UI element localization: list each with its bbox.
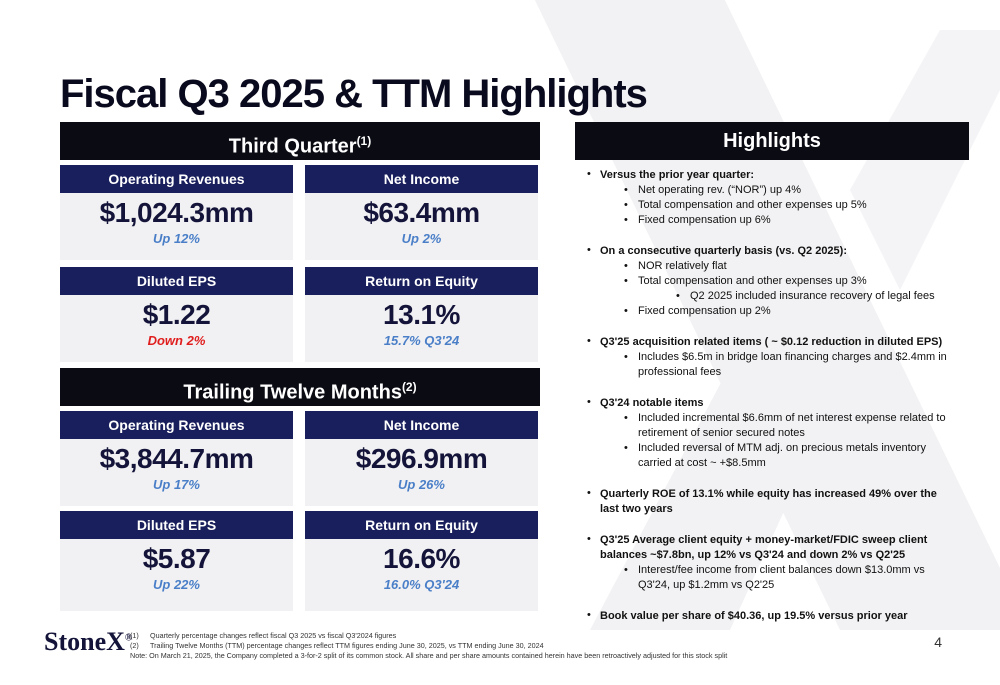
highlights-list: Versus the prior year quarter: Net opera… <box>584 168 954 640</box>
tile-change: 15.7% Q3'24 <box>383 333 460 348</box>
highlight-item: Book value per share of $40.36, up 19.5%… <box>584 609 954 624</box>
tile-label: Return on Equity <box>305 511 538 539</box>
highlight-text: Versus the prior year quarter: <box>600 169 755 181</box>
highlight-subsubitem: Q2 2025 included insurance recovery of l… <box>600 289 954 304</box>
tile-q3-net-income: Net Income $63.4mm Up 2% <box>305 165 538 260</box>
highlight-item: Q3'25 Average client equity + money-mark… <box>584 533 954 593</box>
footnote-ref: (1) <box>356 134 372 148</box>
footnote: (2) Trailing Twelve Months (TTM) percent… <box>130 641 727 651</box>
tile-value: 13.1% <box>383 299 460 330</box>
page-title: Fiscal Q3 2025 & TTM Highlights <box>60 72 648 116</box>
tile-ttm-net-income: Net Income $296.9mm Up 26% <box>305 411 538 506</box>
footnote-number: (1) <box>130 631 139 640</box>
tile-label: Diluted EPS <box>60 267 293 295</box>
tile-ttm-diluted-eps: Diluted EPS $5.87 Up 22% <box>60 511 293 611</box>
highlight-subitem: Fixed compensation up 2% <box>600 304 954 319</box>
tile-ttm-operating-revenues: Operating Revenues $3,844.7mm Up 17% <box>60 411 293 506</box>
highlight-subitem: Included incremental $6.6mm of net inter… <box>600 411 954 441</box>
page-number: 4 <box>934 634 942 650</box>
tile-change: 16.0% Q3'24 <box>383 577 460 592</box>
highlights-header: Highlights <box>575 122 969 160</box>
footnotes: (1) Quarterly percentage changes reflect… <box>130 631 727 661</box>
highlight-text: Q3'24 notable items <box>600 397 704 409</box>
footnote-number: (2) <box>130 641 139 650</box>
tile-label: Operating Revenues <box>60 165 293 193</box>
ttm-header: Trailing Twelve Months(2) <box>60 368 540 406</box>
highlight-item: Q3'24 notable items Included incremental… <box>584 396 954 471</box>
logo-text: StoneX <box>44 627 125 656</box>
tile-change: Down 2% <box>147 333 206 348</box>
highlight-subitem: Net operating rev. (“NOR”) up 4% <box>600 183 954 198</box>
tile-change: Up 22% <box>153 577 200 592</box>
highlight-subitem: Included reversal of MTM adj. on preciou… <box>600 441 954 471</box>
highlight-subitem: Fixed compensation up 6% <box>600 213 954 228</box>
tile-label: Diluted EPS <box>60 511 293 539</box>
highlight-item: Versus the prior year quarter: Net opera… <box>584 168 954 228</box>
highlight-subitem: Interest/fee income from client balances… <box>600 563 954 593</box>
highlight-subitem: NOR relatively flat <box>600 259 954 274</box>
tile-value: $296.9mm <box>355 443 488 474</box>
tile-ttm-return-on-equity: Return on Equity 16.6% 16.0% Q3'24 <box>305 511 538 611</box>
footnote-ref: (2) <box>401 380 417 394</box>
highlight-text: On a consecutive quarterly basis (vs. Q2… <box>600 245 847 257</box>
tile-value: $3,844.7mm <box>99 443 254 474</box>
tile-label: Operating Revenues <box>60 411 293 439</box>
tile-value: $5.87 <box>142 543 211 574</box>
footnote-text: Trailing Twelve Months (TTM) percentage … <box>150 641 544 650</box>
tile-value: $63.4mm <box>363 197 480 228</box>
highlight-subitem: Total compensation and other expenses up… <box>600 274 954 289</box>
tile-value: $1,024.3mm <box>99 197 254 228</box>
tile-change: Up 17% <box>153 477 200 492</box>
tile-change: Up 26% <box>398 477 445 492</box>
third-quarter-header-label: Third Quarter <box>228 135 357 158</box>
tile-label: Net Income <box>305 165 538 193</box>
highlight-text: Q3'25 acquisition related items ( ~ $0.1… <box>600 336 943 348</box>
tile-q3-return-on-equity: Return on Equity 13.1% 15.7% Q3'24 <box>305 267 538 362</box>
third-quarter-header: Third Quarter(1) <box>60 122 540 160</box>
tile-q3-diluted-eps: Diluted EPS $1.22 Down 2% <box>60 267 293 362</box>
tile-label: Return on Equity <box>305 267 538 295</box>
highlight-item: Quarterly ROE of 13.1% while equity has … <box>584 487 954 517</box>
footnote: (1) Quarterly percentage changes reflect… <box>130 631 727 641</box>
tile-change: Up 12% <box>153 231 200 246</box>
highlight-text: Q3'25 Average client equity + money-mark… <box>600 534 928 561</box>
registered-mark: ® <box>124 632 133 644</box>
footnote-text: Quarterly percentage changes reflect fis… <box>150 631 397 640</box>
highlight-item: Q3'25 acquisition related items ( ~ $0.1… <box>584 335 954 380</box>
tile-value: 16.6% <box>383 543 460 574</box>
tile-label: Net Income <box>305 411 538 439</box>
highlight-text: Book value per share of $40.36, up 19.5%… <box>600 610 908 622</box>
highlight-subitem: Includes $6.5m in bridge loan financing … <box>600 350 954 380</box>
tile-change: Up 2% <box>401 231 442 246</box>
highlight-text: Quarterly ROE of 13.1% while equity has … <box>600 488 937 515</box>
footnote-general: Note: On March 21, 2025, the Company com… <box>130 651 728 660</box>
stonex-logo: StoneX® <box>44 627 132 657</box>
tile-value: $1.22 <box>142 299 211 330</box>
ttm-header-label: Trailing Twelve Months <box>183 381 402 404</box>
tile-q3-operating-revenues: Operating Revenues $1,024.3mm Up 12% <box>60 165 293 260</box>
highlight-subitem: Total compensation and other expenses up… <box>600 198 954 213</box>
highlight-item: On a consecutive quarterly basis (vs. Q2… <box>584 244 954 319</box>
